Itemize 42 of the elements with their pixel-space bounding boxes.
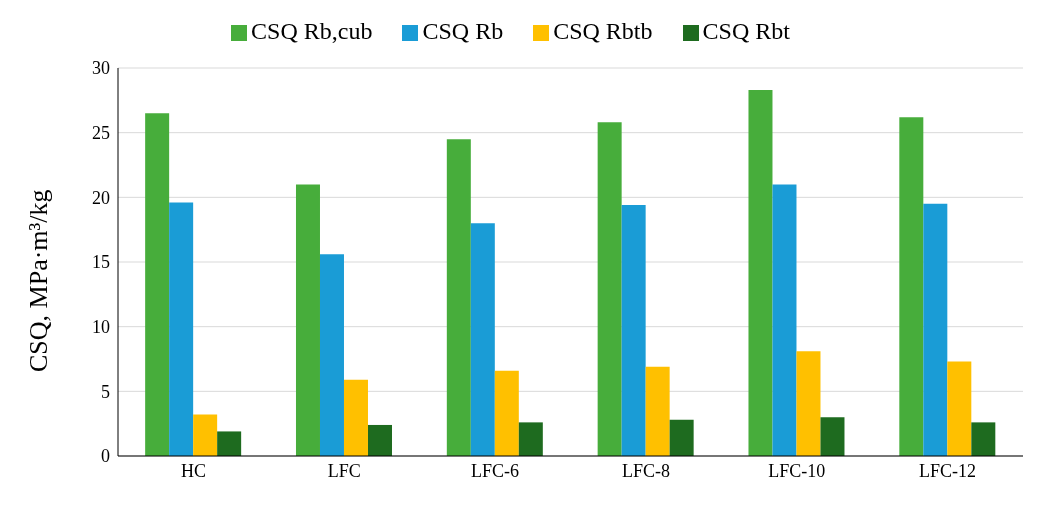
bar — [971, 422, 996, 456]
bar — [597, 122, 622, 456]
x-tick-label: LFC-8 — [621, 460, 670, 481]
bar — [295, 184, 320, 456]
bar — [669, 419, 694, 456]
bar — [470, 223, 495, 456]
bar — [899, 117, 924, 456]
y-tick-label: 15 — [92, 252, 110, 273]
legend-label: CSQ Rb — [422, 18, 504, 44]
bar — [645, 366, 670, 456]
bar — [923, 203, 948, 456]
bar — [169, 202, 194, 456]
y-tick-label: 30 — [92, 58, 110, 79]
bar — [796, 351, 821, 456]
bar — [820, 417, 845, 456]
legend-label: CSQ Rb,cub — [251, 18, 373, 44]
y-tick-label: 20 — [92, 187, 110, 208]
x-tick-label: LFC-6 — [471, 460, 520, 481]
y-tick-label: 5 — [101, 381, 110, 402]
legend-label: CSQ Rbtb — [553, 18, 653, 44]
bar — [947, 361, 972, 456]
bar — [193, 414, 218, 456]
bar — [145, 113, 170, 456]
bar — [748, 89, 773, 456]
bar — [319, 254, 344, 456]
bar — [494, 370, 519, 456]
y-tick-label: 25 — [92, 123, 110, 144]
bar — [621, 205, 646, 456]
x-tick-label: HC — [180, 460, 206, 481]
x-tick-label: LFC-12 — [919, 460, 977, 481]
legend-label: CSQ Rbt — [702, 18, 790, 44]
bar — [367, 424, 392, 456]
bar — [446, 139, 471, 456]
x-tick-label: LFC-10 — [768, 460, 826, 481]
bar — [518, 422, 543, 456]
bar — [343, 379, 368, 456]
y-tick-label: 10 — [92, 317, 110, 338]
y-tick-label: 0 — [101, 446, 110, 467]
y-axis-title: CSQ, MPa·m³/kg — [24, 189, 54, 372]
bar — [772, 184, 797, 456]
bar — [217, 431, 242, 456]
x-tick-label: LFC — [327, 460, 361, 481]
